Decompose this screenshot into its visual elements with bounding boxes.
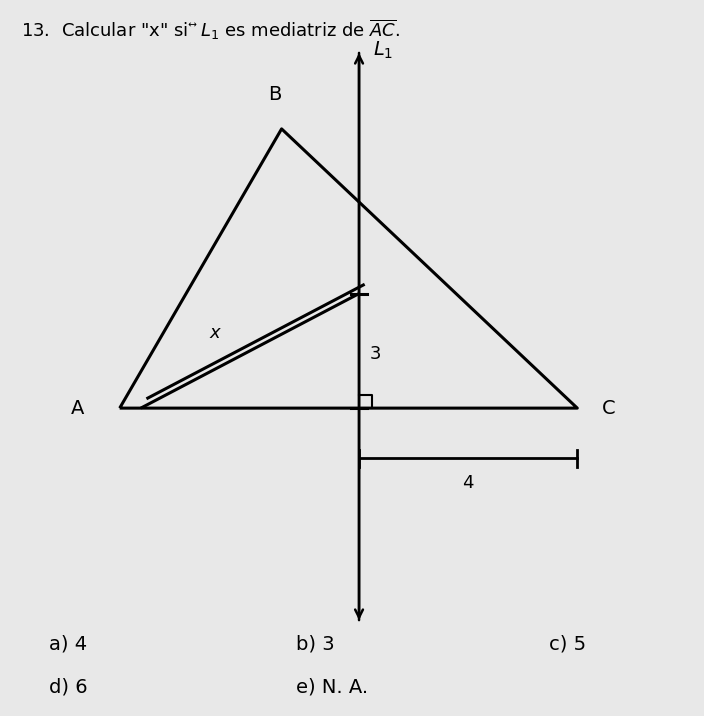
Text: 13.  Calcular "x" si $\overleftrightarrow{L_1}$ es mediatriz de $\overline{AC}$.: 13. Calcular "x" si $\overleftrightarrow… xyxy=(21,18,401,42)
Text: d) 6: d) 6 xyxy=(49,678,88,697)
Text: C: C xyxy=(602,399,615,417)
Text: e) N. A.: e) N. A. xyxy=(296,678,367,697)
Text: a) 4: a) 4 xyxy=(49,635,87,654)
Text: 3: 3 xyxy=(370,345,381,364)
Text: x: x xyxy=(209,324,220,342)
Text: c) 5: c) 5 xyxy=(549,635,586,654)
Text: b) 3: b) 3 xyxy=(296,635,334,654)
Text: 4: 4 xyxy=(463,474,474,493)
Text: B: B xyxy=(268,84,281,104)
Text: A: A xyxy=(71,399,84,417)
Text: $L_1$: $L_1$ xyxy=(373,39,394,61)
